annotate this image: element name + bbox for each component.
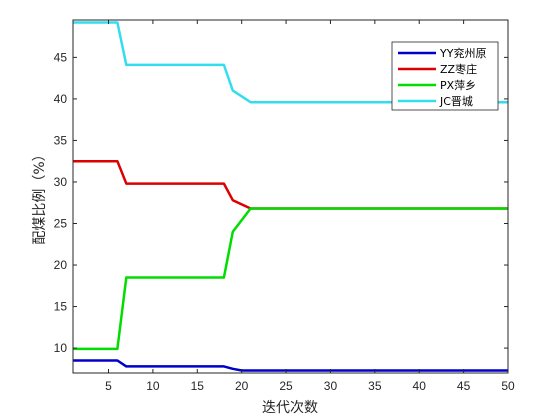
x-tick-label: 45 xyxy=(457,379,471,393)
y-tick-label: 40 xyxy=(54,92,68,106)
x-tick-label: 50 xyxy=(501,379,515,393)
x-tick-label: 20 xyxy=(235,379,249,393)
y-tick-label: 35 xyxy=(54,133,68,147)
y-tick-label: 45 xyxy=(54,50,68,64)
x-tick-label: 35 xyxy=(368,379,382,393)
y-tick-label: 30 xyxy=(54,175,68,189)
legend-label-4: JC晋城 xyxy=(439,95,473,108)
x-axis: 5 10 15 20 25 30 35 40 45 50 xyxy=(105,20,515,393)
x-tick-label: 5 xyxy=(105,379,112,393)
x-tick-label: 25 xyxy=(279,379,293,393)
x-tick-label: 15 xyxy=(191,379,205,393)
x-tick-label: 10 xyxy=(146,379,160,393)
y-tick-label: 10 xyxy=(54,341,68,355)
legend-label-2: ZZ枣庄 xyxy=(440,62,477,76)
y-tick-label: 20 xyxy=(54,258,68,272)
series-line-4 xyxy=(73,21,508,104)
y-tick-label: 25 xyxy=(54,216,68,230)
x-axis-title: 迭代次数 xyxy=(262,400,318,416)
plot-frame xyxy=(72,19,509,374)
x-tick-label: 30 xyxy=(324,379,338,393)
y-axis: 10 15 20 25 30 35 40 45 xyxy=(54,50,508,355)
legend-label-1: YY兖州原 xyxy=(439,46,486,60)
y-axis-title: 配煤比例（%） xyxy=(32,147,48,244)
y-tick-label: 15 xyxy=(54,300,68,314)
x-tick-label: 40 xyxy=(413,379,427,393)
legend-label-3: PX萍乡 xyxy=(440,79,476,92)
series-line-3 xyxy=(73,207,508,351)
legend: YY兖州原 ZZ枣庄 PX萍乡 JC晋城 xyxy=(391,41,499,111)
